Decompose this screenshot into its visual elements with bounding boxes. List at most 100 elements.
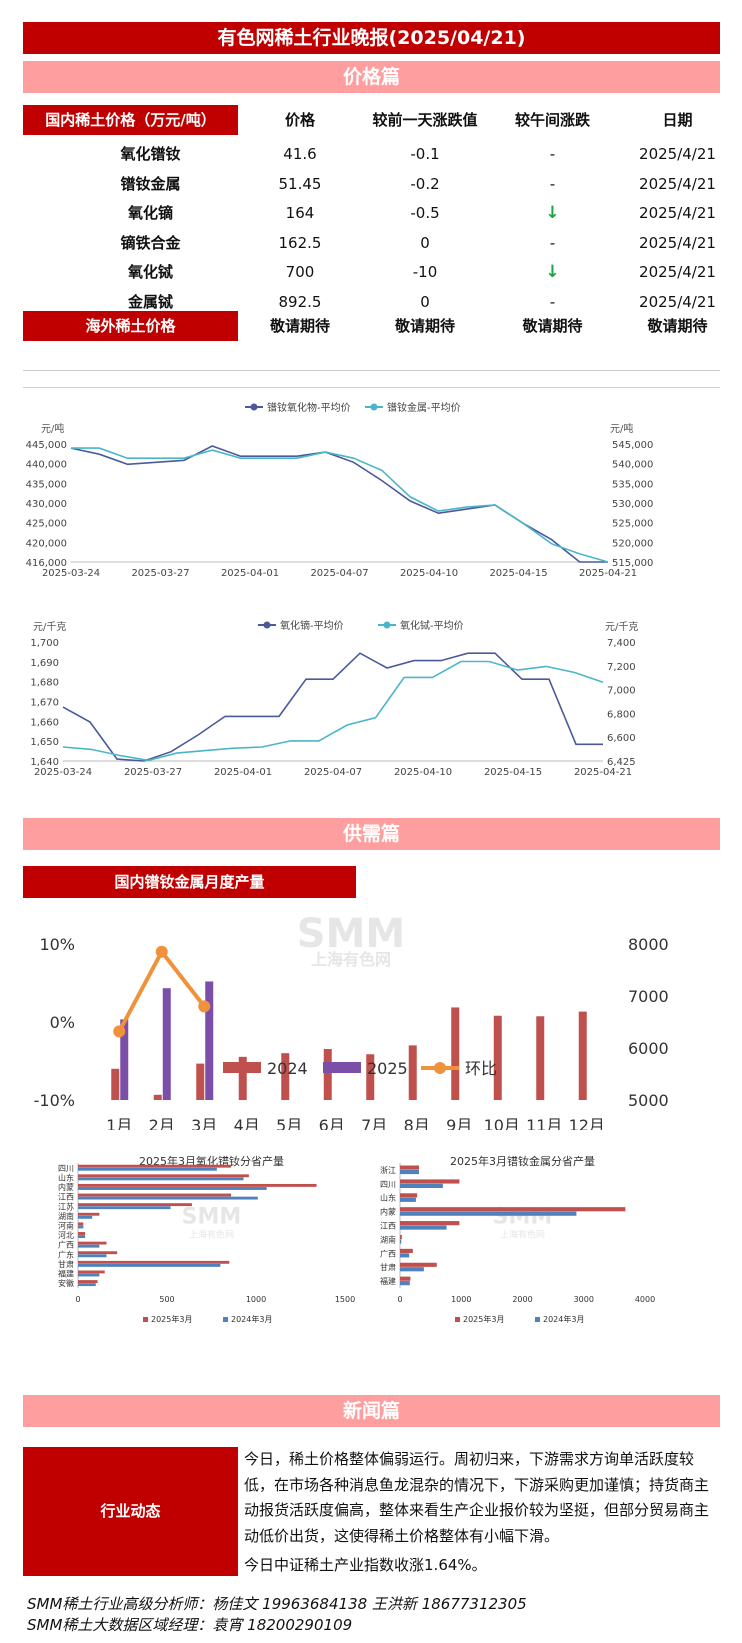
legend-swatch: [223, 1317, 228, 1322]
noon-change: -: [549, 293, 556, 311]
category-label: 湖南: [58, 1211, 74, 1221]
product-name: 金属铽: [127, 293, 173, 311]
price-row: 氧化铽 700 -10 ↓ 2025/4/21: [23, 257, 720, 288]
y-tick-left: 1,650: [30, 737, 59, 748]
y-axis-unit-right: 元/千克: [605, 621, 638, 633]
section-price: 价格篇: [23, 61, 720, 93]
manager-line: SMM稀土大数据区域经理：袁宵 18200290109: [27, 1616, 353, 1634]
y-tick-left: 445,000: [26, 440, 67, 451]
y-tick-right: 6,800: [607, 709, 636, 720]
watermark-cn: 上海有色网: [189, 1229, 234, 1241]
header-price: 价格: [284, 111, 315, 129]
product-name: 镝铁合金: [120, 233, 181, 252]
bar-2025: [120, 1019, 129, 1100]
y-tick-left: 420,000: [26, 538, 67, 549]
product-price: 51.45: [278, 174, 322, 193]
mom-point: [113, 1025, 126, 1038]
legend-marker: [250, 403, 258, 411]
category-label: 甘肃: [380, 1262, 396, 1272]
category-label: 四川: [58, 1164, 74, 1173]
chart-title: 2025年3月镨钕金属分省产量: [450, 1154, 595, 1168]
mom-point: [198, 1000, 211, 1013]
bar-2025-march: [400, 1276, 411, 1281]
legend-label: 2024年3月: [231, 1314, 272, 1324]
bar-2024: [493, 1015, 502, 1100]
bar-2025-march: [78, 1260, 230, 1264]
production-subhead: 国内镨钕金属月度产量: [23, 866, 356, 898]
category-label: 甘肃: [58, 1259, 74, 1269]
category-label: 广东: [58, 1249, 74, 1259]
bar-2025-march: [400, 1262, 437, 1267]
bar-2024: [153, 1094, 162, 1100]
price-date: 2025/4/21: [639, 293, 716, 311]
category-label: 内蒙: [380, 1207, 396, 1217]
bar-2025-march: [400, 1221, 460, 1226]
x-tick: 2025-03-27: [131, 568, 189, 579]
x-tick: 0: [75, 1295, 80, 1304]
legend-marker: [383, 621, 391, 629]
y-tick-left: 1,640: [30, 757, 59, 768]
x-tick: 3000: [574, 1295, 594, 1304]
x-tick: 2025-03-27: [124, 767, 182, 778]
noon-change: ↓: [545, 203, 560, 224]
product-price: 700: [285, 263, 315, 282]
bar-2025-march: [78, 1164, 232, 1168]
noon-change: -: [549, 174, 556, 193]
x-tick: 2000: [512, 1295, 532, 1304]
bar-2024: [451, 1007, 460, 1100]
watermark-cn: 上海有色网: [311, 950, 391, 969]
price-date: 2025/4/21: [639, 174, 716, 193]
noon-change: ↓: [545, 262, 560, 283]
divider: [23, 370, 720, 371]
daily-change: -0.2: [410, 174, 440, 193]
price-row: 氧化镨钕 41.6 -0.1 - 2025/4/21: [23, 139, 720, 170]
x-tick: 8月: [404, 1116, 430, 1130]
x-tick: 1500: [335, 1295, 355, 1304]
bar-2024: [323, 1049, 332, 1100]
y-tick-left: -10%: [34, 1091, 75, 1110]
x-tick: 2025-04-21: [579, 568, 637, 579]
bar-2024-march: [78, 1254, 107, 1258]
x-tick: 2月: [149, 1116, 175, 1130]
series-line: [71, 447, 609, 563]
y-tick-right: 545,000: [612, 440, 653, 451]
bar-2024-march: [400, 1253, 410, 1258]
bar-2025-march: [78, 1251, 118, 1255]
x-tick: 2025-04-01: [214, 767, 272, 778]
watermark-brand: SMM: [182, 1205, 242, 1230]
watermark-cn: 上海有色网: [500, 1229, 545, 1241]
y-tick-right: 5000: [628, 1091, 669, 1110]
x-tick: 5月: [276, 1116, 302, 1130]
bar-2025-march: [78, 1183, 317, 1187]
x-tick: 2025-04-10: [400, 568, 458, 579]
y-tick-right: 515,000: [612, 558, 653, 569]
price-row: 金属铽 892.5 0 - 2025/4/21: [23, 287, 720, 318]
y-tick-right: 520,000: [612, 538, 653, 549]
y-tick-left: 440,000: [26, 460, 67, 471]
legend-label: 2025年3月: [463, 1314, 504, 1324]
bar-2024-march: [400, 1281, 410, 1286]
y-tick-right: 6,425: [607, 757, 636, 768]
x-tick: 2025-04-07: [304, 767, 362, 778]
header-change: 较前一天涨跌值: [372, 111, 478, 129]
industry-news-label: 行业动态: [23, 1447, 238, 1576]
news-paragraph-2: 今日中证稀土产业指数收涨1.64%。: [244, 1556, 487, 1574]
y-tick-right: 7000: [628, 987, 669, 1006]
bar-2025-march: [400, 1234, 402, 1240]
bar-2024-march: [400, 1211, 577, 1216]
bar-2024-march: [400, 1197, 416, 1202]
legend-swatch: [223, 1062, 261, 1073]
legend-label: 氧化铽-平均价: [400, 619, 464, 632]
legend-label: 2025: [367, 1059, 408, 1078]
bar-2025-march: [78, 1203, 192, 1207]
y-tick-left: 1,660: [30, 717, 59, 728]
category-label: 河南: [58, 1221, 74, 1231]
daily-change: -0.1: [410, 145, 440, 163]
y-tick-left: 416,000: [26, 558, 67, 569]
y-tick-right: 8000: [628, 935, 669, 954]
bar-2025: [205, 981, 214, 1100]
bar-2024-march: [78, 1235, 86, 1238]
province-metal-chart: 2025年3月镨钕金属分省产量SMM上海有色网浙江四川山东内蒙江西湖南广西甘肃福…: [380, 1154, 655, 1324]
bar-2024-march: [78, 1196, 258, 1200]
